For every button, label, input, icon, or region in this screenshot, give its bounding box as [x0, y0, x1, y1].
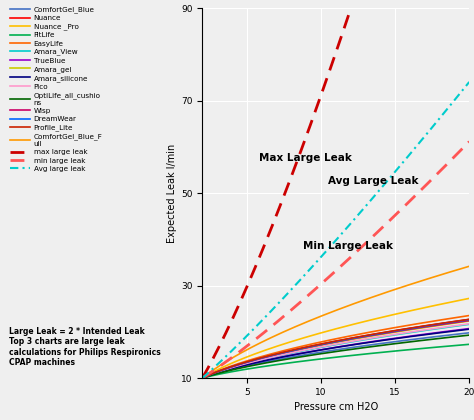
Text: Max Large Leak: Max Large Leak	[259, 153, 352, 163]
Text: Large Leak = 2 * Intended Leak
Top 3 charts are large leak
calculations for Phil: Large Leak = 2 * Intended Leak Top 3 cha…	[9, 327, 160, 367]
Text: Avg Large Leak: Avg Large Leak	[328, 176, 419, 186]
Y-axis label: Expected Leak l/min: Expected Leak l/min	[167, 144, 177, 243]
Text: Min Large Leak: Min Large Leak	[303, 241, 393, 251]
X-axis label: Pressure cm H2O: Pressure cm H2O	[294, 402, 378, 412]
Legend: ComfortGel_Blue, Nuance, Nuance _Pro, FitLife, EasyLife, Amara_View, TrueBlue, A: ComfortGel_Blue, Nuance, Nuance _Pro, Fi…	[9, 5, 104, 173]
